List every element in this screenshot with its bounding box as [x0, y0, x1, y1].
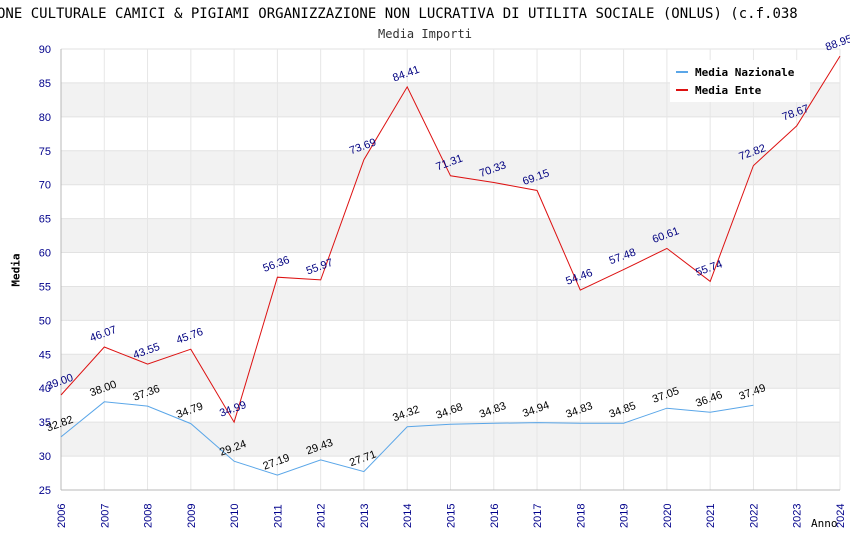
- data-label-ente: 39.00: [45, 372, 75, 393]
- data-label-nazionale: 34.83: [478, 400, 508, 421]
- data-label-ente: 46.07: [88, 324, 118, 345]
- x-tick-label: 2006: [56, 504, 68, 528]
- x-tick-label: 2023: [792, 504, 804, 528]
- y-tick-label: 80: [39, 112, 51, 124]
- x-tick-label: 2024: [835, 504, 847, 528]
- y-tick-label: 75: [39, 146, 51, 158]
- legend: Media Nazionale Media Ente: [670, 60, 810, 102]
- chart-title: ONE CULTURALE CAMICI & PIGIAMI ORGANIZZA…: [0, 6, 798, 22]
- y-tick-label: 35: [39, 417, 51, 429]
- data-label-nazionale: 34.68: [434, 401, 464, 422]
- x-axis-label: Anno: [811, 517, 838, 530]
- data-label-nazionale: 34.79: [175, 400, 205, 421]
- x-tick-label: 2018: [575, 504, 587, 528]
- x-tick-label: 2013: [359, 504, 371, 528]
- data-label-nazionale: 34.94: [521, 399, 551, 420]
- y-tick-label: 40: [39, 383, 51, 395]
- x-tick-label: 2008: [143, 504, 155, 528]
- series-line-ente: [60, 55, 841, 424]
- y-tick-label: 65: [39, 214, 51, 226]
- series-line-nazionale: [60, 401, 754, 476]
- data-label-nazionale: 34.85: [608, 400, 638, 421]
- data-label-ente: 45.76: [175, 326, 205, 347]
- legend-swatch-ente: [676, 89, 688, 91]
- y-tick-label: 60: [39, 248, 51, 260]
- data-label-ente: 84.41: [391, 64, 421, 85]
- x-tick-label: 2011: [272, 504, 284, 528]
- legend-label-ente: Media Ente: [695, 83, 762, 97]
- x-tick-label: 2014: [402, 504, 414, 528]
- y-tick-label: 70: [39, 180, 51, 192]
- y-tick-label: 55: [39, 281, 51, 293]
- legend-label-nazionale: Media Nazionale: [695, 65, 795, 79]
- y-tick-label: 90: [39, 44, 51, 56]
- y-tick-label: 50: [39, 315, 51, 327]
- data-label-nazionale: 36.46: [694, 389, 724, 410]
- data-label-nazionale: 34.32: [391, 404, 421, 425]
- data-label-ente: 88.95: [824, 33, 850, 54]
- legend-item-ente: Media Ente: [676, 83, 761, 97]
- data-label-ente: 56.36: [261, 254, 291, 275]
- data-label-nazionale: 34.83: [564, 400, 594, 421]
- x-tick-label: 2012: [316, 504, 328, 528]
- x-tick-label: 2022: [748, 504, 760, 528]
- y-tick-label: 45: [39, 349, 51, 361]
- data-label-ente: 55.74: [694, 258, 724, 279]
- y-tick-label: 30: [39, 451, 51, 463]
- x-tick-label: 2009: [186, 504, 198, 528]
- x-tick-label: 2020: [662, 504, 674, 528]
- y-tick-label: 25: [39, 485, 51, 497]
- x-tick-label: 2021: [705, 504, 717, 528]
- chart-subtitle: Media Importi: [378, 27, 472, 41]
- legend-swatch-nazionale: [676, 71, 688, 73]
- x-tick-label: 2017: [532, 504, 544, 528]
- x-tick-label: 2019: [619, 504, 631, 528]
- legend-item-nazionale: Media Nazionale: [676, 65, 794, 79]
- x-tick-label: 2016: [489, 504, 501, 528]
- data-label-ente: 55.97: [305, 257, 335, 278]
- y-tick-label: 85: [39, 78, 51, 90]
- data-label-ente: 54.46: [564, 267, 594, 288]
- x-tick-label: 2015: [446, 504, 458, 528]
- x-tick-label: 2010: [229, 504, 241, 528]
- x-tick-label: 2007: [99, 504, 111, 528]
